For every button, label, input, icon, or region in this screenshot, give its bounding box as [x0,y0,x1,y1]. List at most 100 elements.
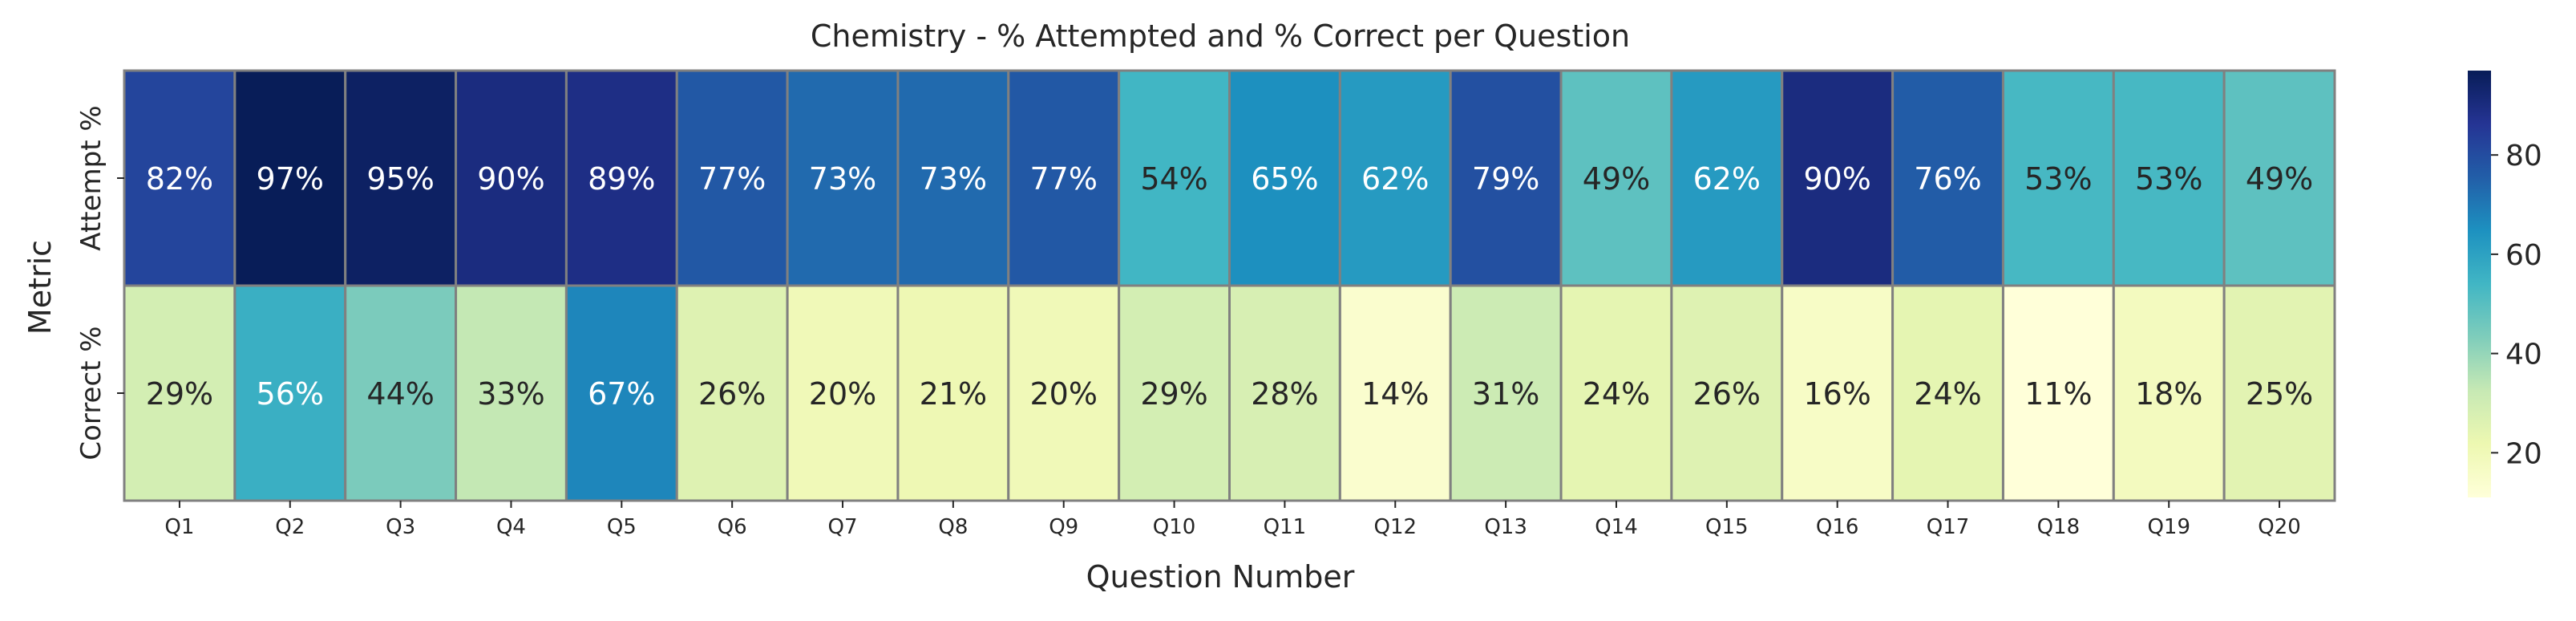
x-tick-label: Q2 [275,515,305,539]
cell-value-label: 49% [1583,161,1650,197]
heatmap-cell [1781,69,1895,287]
x-tick-label: Q20 [2258,515,2301,539]
x-tick-label: Q4 [496,515,526,539]
chart-title: Chemistry - % Attempted and % Correct pe… [811,18,1630,54]
y-tick-label: Attempt % [75,105,107,250]
cell-value-label: 31% [1472,376,1539,412]
cell-value-label: 20% [1029,376,1097,412]
cell-value-label: 29% [146,376,213,412]
x-tick-label: Q5 [607,515,637,539]
heatmap-cell [1891,284,2004,502]
colorbar-tick-label: 60 [2505,239,2542,272]
x-tick-label: Q14 [1595,515,1638,539]
heatmap-cell [1228,284,1341,502]
heatmap-cell [675,69,789,287]
cell-value-label: 20% [809,376,876,412]
y-axis: Attempt % Correct % [75,105,124,461]
y-tick-label: Correct % [75,326,107,460]
cell-value-label: 89% [588,161,655,197]
cell-value-label: 77% [698,161,766,197]
colorbar-tick-label: 20 [2505,437,2542,470]
x-tick-label: Q1 [164,515,194,539]
cell-value-label: 56% [257,376,324,412]
cell-value-label: 79% [1472,161,1539,197]
cell-value-label: 77% [1029,161,1097,197]
x-tick-label: Q9 [1049,515,1078,539]
heatmap-cell [2001,69,2115,287]
cell-value-label: 49% [2246,161,2313,197]
x-tick-label: Q6 [718,515,747,539]
heatmap-cell [1891,69,2004,287]
colorbar-gradient [2468,71,2491,497]
cell-value-label: 62% [1361,161,1429,197]
cell-value-label: 29% [1140,376,1207,412]
y-axis-label: Metric [22,240,58,335]
cell-value-label: 53% [2024,161,2092,197]
heatmap-cell [123,69,237,287]
x-tick-label: Q17 [1927,515,1970,539]
cell-value-label: 14% [1361,376,1429,412]
heatmap-cell [123,284,237,502]
cell-value-label: 26% [1693,376,1761,412]
cell-value-label: 16% [1803,376,1870,412]
cell-value-label: 25% [2246,376,2313,412]
cell-value-label: 44% [366,376,434,412]
colorbar: 20 40 60 80 [2468,71,2542,497]
heatmap-cell [896,69,1010,287]
cell-value-label: 65% [1251,161,1318,197]
cell-value-label: 24% [1914,376,1981,412]
x-tick-label: Q10 [1153,515,1196,539]
x-tick-label: Q13 [1484,515,1527,539]
heatmap-cell [233,284,347,502]
heatmap-cell [233,69,347,287]
cell-value-label: 95% [366,161,434,197]
colorbar-tick-label: 40 [2505,339,2542,371]
cell-value-label: 62% [1693,161,1761,197]
cell-value-label: 21% [920,376,987,412]
x-tick-label: Q8 [938,515,968,539]
heatmap-cell [1007,284,1121,502]
heatmap-cell [896,284,1010,502]
cell-value-label: 82% [146,161,213,197]
cell-value-label: 67% [588,376,655,412]
cell-value-label: 73% [920,161,987,197]
cell-value-label: 24% [1583,376,1650,412]
x-tick-label: Q18 [2037,515,2081,539]
heatmap-cell [2222,284,2336,502]
x-tick-label: Q3 [386,515,415,539]
cell-value-label: 33% [477,376,544,412]
cell-value-label: 97% [257,161,324,197]
heatmap-cell [1118,69,1231,287]
x-tick-label: Q7 [828,515,858,539]
heatmap-cell [2112,69,2226,287]
cell-value-label: 76% [1914,161,1981,197]
heatmap-cell [1338,69,1452,287]
heatmap-cell [564,284,678,502]
x-axis-label: Question Number [1086,559,1355,595]
heatmap-cell [344,69,458,287]
heatmap-cell [1781,284,1895,502]
x-tick-label: Q15 [1705,515,1749,539]
x-tick-label: Q16 [1816,515,1859,539]
cell-value-label: 18% [2135,376,2202,412]
x-tick-label: Q12 [1373,515,1417,539]
x-tick-label: Q11 [1264,515,1307,539]
heatmap-cell [344,284,458,502]
cell-value-label: 90% [477,161,544,197]
cell-value-label: 90% [1803,161,1870,197]
cell-value-label: 53% [2135,161,2202,197]
cell-value-label: 73% [809,161,876,197]
x-tick-label: Q19 [2147,515,2190,539]
heatmap-cell [2112,284,2226,502]
cell-value-label: 26% [698,376,766,412]
colorbar-tick-label: 80 [2505,140,2542,172]
heatmap-cell [2222,69,2336,287]
cell-value-label: 11% [2024,376,2092,412]
cell-value-label: 28% [1251,376,1318,412]
heatmap-cells: 82% 97% 95% 90% 89% 77% 73% 73% 77% 54% 65% 62% 79% 4… [123,69,2336,502]
cell-value-label: 54% [1140,161,1207,197]
x-axis: Q1 Q2 Q3 Q4 Q5 Q6 Q7 Q8 Q9 Q10 Q11 Q12 Q13 Q14 Q15 Q16 Q… [164,501,2301,539]
heatmap-cell [786,284,900,502]
